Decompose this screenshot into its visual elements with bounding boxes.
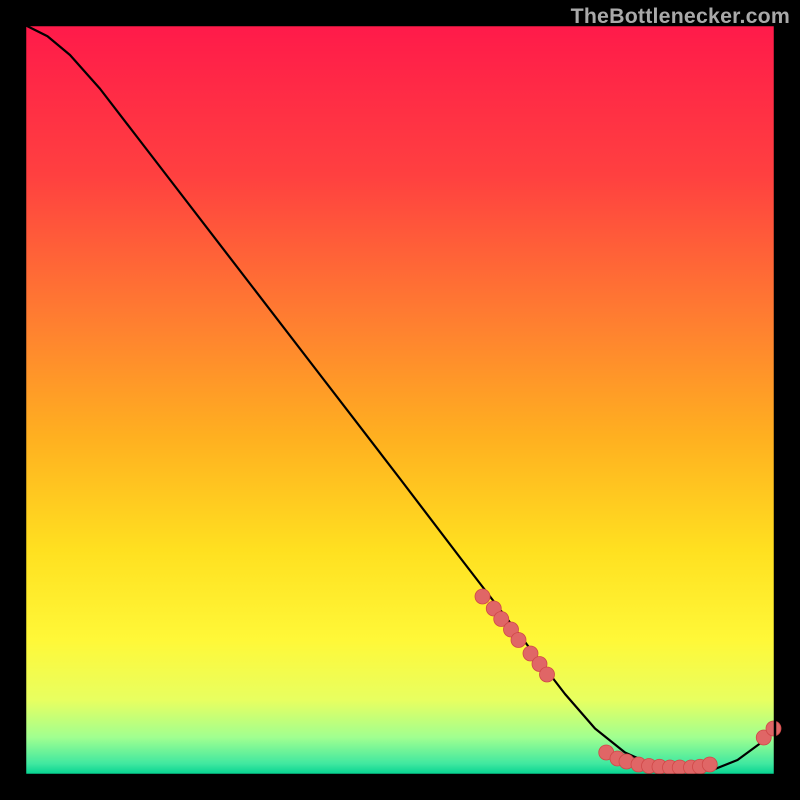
data-marker (511, 633, 526, 648)
data-marker (702, 757, 717, 772)
data-marker (766, 721, 781, 736)
data-marker (475, 589, 490, 604)
bottleneck-chart (0, 0, 800, 800)
data-marker (540, 667, 555, 682)
chart-container: TheBottlenecker.com (0, 0, 800, 800)
